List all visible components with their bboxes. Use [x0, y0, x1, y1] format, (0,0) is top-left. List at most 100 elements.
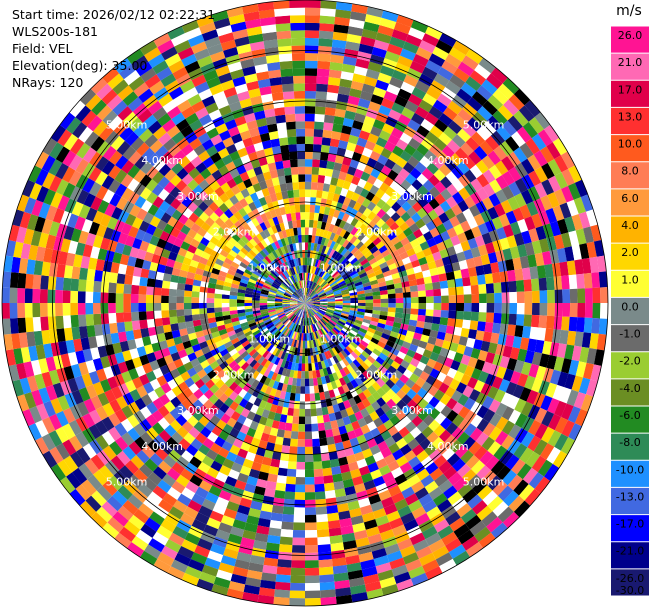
- radar-gate: [305, 159, 313, 167]
- radar-gate: [327, 257, 334, 265]
- radar-gate: [330, 269, 338, 277]
- radar-gate: [271, 372, 278, 381]
- radar-gate: [128, 76, 145, 92]
- radar-gate: [411, 87, 427, 100]
- radar-gate: [195, 162, 208, 174]
- radar-gate: [432, 545, 449, 560]
- radar-gate: [239, 337, 248, 345]
- radar-gate: [308, 273, 312, 281]
- radar-gate: [288, 322, 294, 330]
- radar-gate: [396, 389, 407, 400]
- radar-gate: [559, 202, 572, 219]
- radar-gate: [320, 596, 337, 606]
- radar-gate: [346, 264, 355, 272]
- radar-gate: [293, 83, 305, 92]
- radar-gate: [336, 503, 350, 513]
- radar-gate: [357, 255, 367, 263]
- radar-gate: [467, 356, 478, 369]
- radar-gate: [318, 278, 325, 286]
- radar-gate: [416, 125, 430, 138]
- radar-gate: [452, 402, 464, 415]
- radar-gate: [321, 317, 329, 324]
- radar-gate: [47, 303, 56, 317]
- radar-gate: [294, 235, 299, 244]
- radar-gate: [341, 383, 350, 393]
- radar-gate: [278, 45, 292, 55]
- radar-gate: [297, 301, 305, 303]
- radar-gate: [271, 260, 279, 268]
- radar-gate: [589, 333, 599, 350]
- radar-gate: [422, 414, 435, 427]
- radar-gate: [450, 235, 461, 246]
- radar-gate: [378, 281, 387, 288]
- radar-gate: [82, 348, 93, 362]
- radar-gate: [102, 402, 115, 417]
- radar-gate: [312, 303, 321, 305]
- radar-gate: [287, 377, 294, 386]
- radar-gate: [412, 352, 423, 362]
- radar-gate: [282, 303, 290, 306]
- radar-gate: [476, 505, 493, 521]
- radar-gate: [246, 168, 257, 179]
- radar-gate: [187, 201, 199, 213]
- radar-gate: [198, 179, 210, 191]
- radar-gate: [321, 253, 327, 262]
- radar-gate: [356, 161, 367, 172]
- radar-gate: [300, 340, 304, 349]
- radar-gate: [297, 300, 305, 303]
- radar-gate: [342, 298, 351, 302]
- radar-gate: [282, 304, 291, 307]
- radar-gate: [497, 104, 514, 121]
- radar-gate: [568, 316, 578, 332]
- radar-gate: [458, 187, 471, 200]
- radar-gate: [170, 33, 188, 47]
- radar-gate: [305, 242, 309, 251]
- radar-gate: [229, 303, 237, 307]
- radar-gate: [223, 318, 232, 325]
- radar-gate: [122, 244, 133, 256]
- radar-gate: [420, 118, 435, 132]
- radar-gate: [270, 138, 281, 148]
- radar-gate: [324, 313, 332, 319]
- radar-gate: [40, 275, 49, 290]
- radar-gate: [497, 485, 514, 502]
- radar-gate: [306, 288, 309, 296]
- radar-gate: [393, 282, 403, 289]
- radar-gate: [432, 251, 442, 261]
- radar-gate: [395, 455, 409, 467]
- radar-gate: [320, 0, 337, 10]
- radar-gate: [342, 303, 351, 306]
- radar-gate: [421, 426, 434, 439]
- radar-gate: [508, 181, 521, 197]
- radar-gate: [305, 299, 313, 303]
- radar-gate: [301, 295, 305, 303]
- radar-gate: [316, 259, 322, 268]
- radar-gate: [228, 14, 246, 25]
- radar-gate: [108, 150, 123, 165]
- radar-gate: [234, 36, 250, 47]
- radar-gate: [208, 254, 218, 263]
- radar-gate: [330, 329, 338, 337]
- radar-gate: [377, 277, 386, 284]
- radar-gate: [277, 199, 285, 208]
- radar-gate: [312, 301, 321, 303]
- radar-gate: [168, 449, 182, 462]
- radar-gate: [487, 206, 499, 220]
- radar-gate: [238, 207, 248, 218]
- radar-gate: [230, 283, 240, 289]
- radar-gate: [310, 308, 317, 314]
- radar-gate: [248, 468, 260, 479]
- radar-gate: [340, 314, 349, 320]
- radar-gate: [305, 560, 319, 569]
- radar-gate: [400, 545, 416, 558]
- radar-gate: [286, 337, 292, 346]
- radar-gate: [289, 300, 298, 303]
- radar-gate: [414, 161, 427, 174]
- radar-gate: [313, 354, 318, 363]
- radar-gate: [247, 281, 256, 287]
- radar-gate: [125, 380, 137, 393]
- radar-gate: [293, 197, 300, 206]
- radar-gate: [316, 312, 323, 319]
- radar-gate: [165, 258, 176, 268]
- radar-gate: [268, 218, 276, 227]
